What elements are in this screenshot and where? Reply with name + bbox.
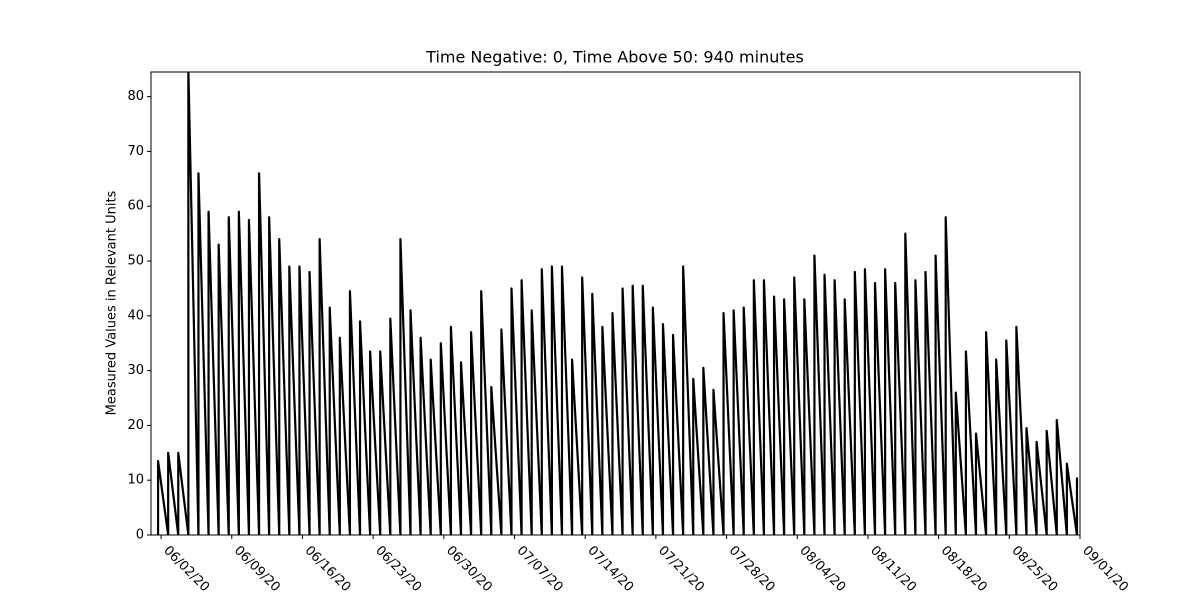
chart-title: Time Negative: 0, Time Above 50: 940 min… (425, 48, 804, 67)
data-line (156, 72, 1079, 535)
x-tick-label: 06/30/20 (443, 543, 495, 595)
x-tick-label: 06/09/20 (231, 543, 283, 595)
y-tick-label: 0 (136, 528, 144, 543)
y-tick-label: 70 (127, 144, 144, 159)
y-tick-label: 30 (127, 363, 144, 378)
x-tick-label: 09/01/20 (1079, 543, 1131, 595)
x-tick-label: 06/02/20 (160, 543, 212, 595)
y-tick-label: 60 (127, 199, 144, 214)
x-tick-label: 07/07/20 (514, 543, 566, 595)
x-tick-label: 08/18/20 (938, 543, 990, 595)
y-tick-label: 40 (127, 308, 144, 323)
y-tick-label: 50 (127, 254, 144, 269)
x-tick-label: 08/25/20 (1008, 543, 1060, 595)
y-tick-label: 10 (127, 473, 144, 488)
x-tick-label: 08/04/20 (796, 543, 848, 595)
x-tick-label: 07/21/20 (655, 543, 707, 595)
x-tick-label: 06/16/20 (302, 543, 354, 595)
x-tick-label: 08/11/20 (867, 543, 919, 595)
x-tick-label: 07/28/20 (726, 543, 778, 595)
plot-frame (150, 71, 1081, 536)
y-tick-label: 80 (127, 89, 144, 104)
x-tick-label: 07/14/20 (584, 543, 636, 595)
y-tick-label: 20 (127, 418, 144, 433)
x-tick-label: 06/23/20 (372, 543, 424, 595)
y-axis-label: Measured Values in Relevant Units (105, 190, 120, 415)
